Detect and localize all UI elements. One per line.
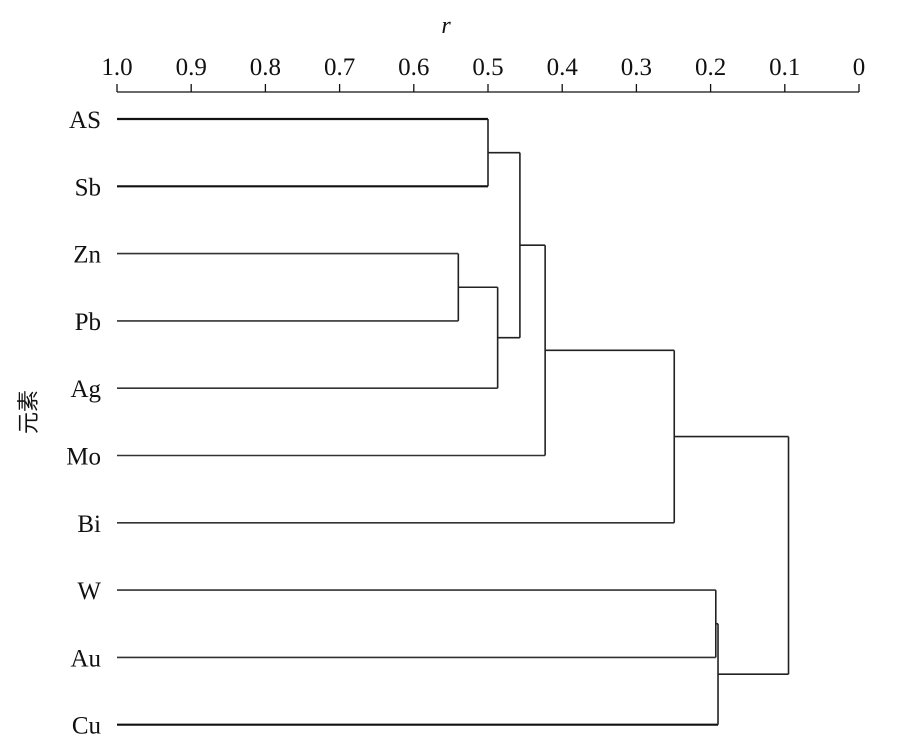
leaf-labels: AS Sb Zn Pb Ag Mo Bi W Au Cu: [66, 107, 101, 740]
x-tick-label: 0.6: [398, 54, 429, 81]
x-axis: 1.0 0.9 0.8 0.7 0.6 0.5 0.4 0.3 0.2 0.1 0: [101, 54, 866, 93]
leaf-label-as: AS: [69, 107, 101, 134]
leaf-label-bi: Bi: [77, 511, 101, 538]
y-axis-title: 元素: [17, 390, 42, 434]
x-tick-label: 0.9: [176, 54, 207, 81]
x-tick-label: 0.2: [695, 54, 726, 81]
leaf-label-ag: Ag: [70, 376, 101, 403]
leaf-label-cu: Cu: [72, 713, 102, 740]
x-tick-label: 0.1: [769, 54, 800, 81]
x-tick-label: 0.4: [547, 54, 579, 81]
x-tick-label: 0.5: [472, 54, 503, 81]
leaf-label-mo: Mo: [66, 444, 101, 471]
leaf-label-sb: Sb: [75, 174, 101, 201]
x-tick-label: 0: [853, 54, 866, 81]
x-tick-label: 0.3: [621, 54, 652, 81]
x-axis-title: r: [441, 13, 451, 39]
dendrogram-tree: [117, 117, 790, 726]
x-tick-label: 0.7: [324, 54, 355, 81]
leaf-label-zn: Zn: [73, 242, 101, 269]
leaf-label-au: Au: [70, 645, 101, 672]
leaf-label-pb: Pb: [75, 309, 101, 336]
x-tick-label: 1.0: [101, 54, 132, 81]
x-tick-label: 0.8: [250, 54, 281, 81]
leaf-label-w: W: [77, 578, 101, 605]
